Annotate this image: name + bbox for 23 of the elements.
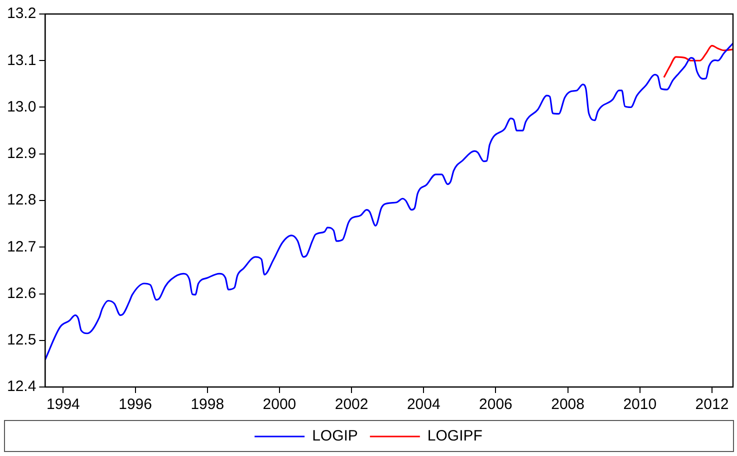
y-tick-label: 12.4	[6, 378, 36, 396]
y-tick-label: 12.6	[6, 284, 36, 302]
x-tick-label: 2000	[262, 396, 296, 414]
y-tick-label: 13.2	[6, 5, 36, 22]
y-tick-label: 12.9	[6, 145, 36, 162]
x-tick-label: 2006	[479, 396, 512, 414]
line-series	[45, 42, 733, 360]
x-tick-label: 2004	[406, 396, 440, 414]
y-tick-label: 12.8	[6, 192, 36, 209]
x-tick-label: 1996	[118, 396, 152, 414]
x-tick-label: 2012	[695, 396, 729, 414]
x-tick-label: 2010	[623, 396, 657, 414]
line-series	[663, 44, 733, 78]
legend-label: LOGIPF	[427, 428, 482, 445]
x-tick-label: 1994	[46, 396, 80, 414]
x-tick-label: 2002	[334, 396, 368, 414]
legend-label: LOGIP	[312, 428, 358, 445]
y-tick-label: 12.7	[6, 238, 36, 256]
y-tick-label: 12.5	[6, 332, 36, 349]
y-tick-label: 13.1	[6, 52, 36, 69]
x-tick-label: 2008	[551, 396, 584, 414]
x-tick-label: 1998	[190, 396, 224, 414]
y-tick-label: 13.0	[6, 98, 36, 116]
